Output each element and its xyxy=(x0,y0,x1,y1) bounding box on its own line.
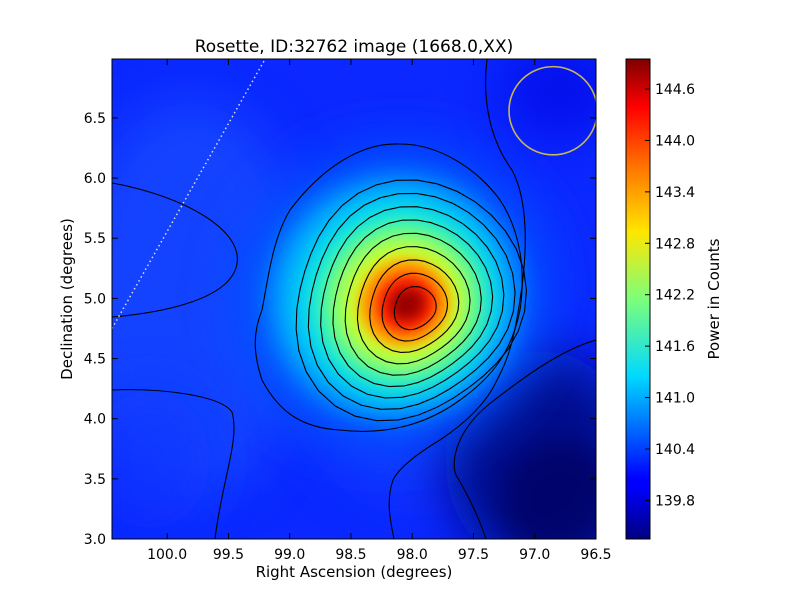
contour-line xyxy=(320,206,505,399)
colorbar-ticks: 139.8 140.4 141.0 141.6 142.2 142.8 143.4 144.0… xyxy=(645,82,695,509)
contours-inner xyxy=(295,179,528,422)
colorbar-tick-label: 139.8 xyxy=(655,493,695,509)
y-tick-label: 6.5 xyxy=(84,111,106,127)
colorbar-tick-label: 140.4 xyxy=(655,442,695,458)
y-tick-label: 3.0 xyxy=(84,532,106,548)
contour-line xyxy=(112,182,238,318)
contour-line xyxy=(307,192,516,410)
contour-line xyxy=(369,259,460,353)
colorbar-label: Power in Counts xyxy=(705,238,723,359)
beam-circle xyxy=(508,65,596,156)
x-tick-label: 97.0 xyxy=(519,547,550,563)
y-tick-label: 5.5 xyxy=(84,231,106,247)
contour-line xyxy=(393,286,437,331)
colorbar: 139.8 140.4 141.0 141.6 142.2 142.8 143.4 144.0… xyxy=(625,58,723,540)
contour-line xyxy=(254,143,523,432)
heatmap xyxy=(112,59,596,539)
colorbar-tick-label: 141.6 xyxy=(655,339,695,355)
y-tick-label: 6.0 xyxy=(84,171,106,187)
contour-line xyxy=(332,219,494,388)
y-tick-label: 3.5 xyxy=(84,472,106,488)
x-tick-label: 98.0 xyxy=(397,547,428,563)
x-tick-label: 99.0 xyxy=(274,547,305,563)
chart-title: Rosette, ID:32762 image (1668.0,XX) xyxy=(195,37,513,57)
colorbar-tick-label: 144.0 xyxy=(655,133,695,149)
y-tick-label: 4.0 xyxy=(84,412,106,428)
x-axis: 100.0 99.5 99.0 98.5 98.0 97.5 97.0 96.5 xyxy=(147,59,612,563)
y-tick-label: 5.0 xyxy=(84,291,106,307)
contour-line xyxy=(344,232,482,376)
contour-line xyxy=(112,389,235,539)
contour-line xyxy=(453,339,596,539)
y-axis: 3.0 3.5 4.0 4.5 5.0 5.5 6.0 6.5 xyxy=(84,111,596,548)
colorbar-tick-label: 142.2 xyxy=(655,288,695,304)
heatmap-left-bottom xyxy=(112,390,210,530)
colorbar-tick-label: 144.6 xyxy=(655,82,695,98)
x-axis-label: Right Ascension (degrees) xyxy=(256,563,453,581)
colorbar-tick-label: 142.8 xyxy=(655,236,695,252)
x-tick-label: 100.0 xyxy=(147,547,187,563)
colorbar-tick-label: 141.0 xyxy=(655,391,695,407)
x-tick-label: 99.5 xyxy=(213,547,244,563)
colorbar-gradient xyxy=(625,58,651,540)
plot-frame xyxy=(111,58,597,540)
source-blob xyxy=(234,144,553,447)
contour-line xyxy=(356,246,471,365)
colorbar-tick-label: 143.4 xyxy=(655,185,695,201)
contour-line xyxy=(381,272,449,342)
contours xyxy=(112,59,596,539)
x-tick-label: 96.5 xyxy=(580,547,611,563)
x-tick-label: 98.5 xyxy=(335,547,366,563)
heatmap-dark-top xyxy=(500,59,596,140)
heatmap-dark-region-core xyxy=(500,440,596,539)
y-tick-label: 4.5 xyxy=(84,352,106,368)
contour-line xyxy=(388,59,526,539)
y-axis-label: Declination (degrees) xyxy=(58,218,76,380)
x-tick-label: 97.5 xyxy=(458,547,489,563)
contour-line xyxy=(295,179,528,422)
